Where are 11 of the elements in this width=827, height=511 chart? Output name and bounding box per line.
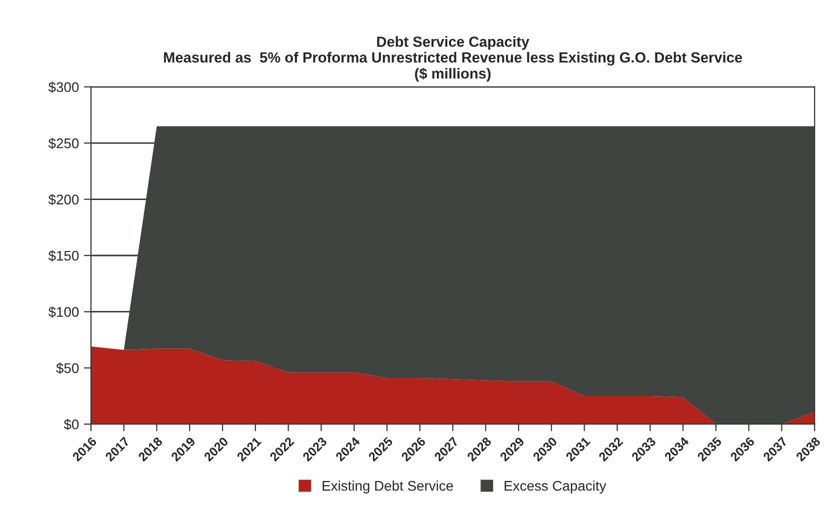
y-tick-label: $0 [64,418,79,430]
y-tick-label: $150 [48,250,79,262]
chart-title: Debt Service Capacity [377,36,530,50]
y-tick-label: $300 [48,82,79,93]
y-tick-label: $200 [48,194,79,206]
y-tick-label: $250 [48,138,79,150]
legend-label: Existing Debt Service [322,480,453,494]
chart-subtitle: Measured as 5% of Proforma Unrestricted Revenue less Existing G.O. Debt Service ($ millions) [164,52,742,82]
legend-label: Excess Capacity [504,480,606,494]
y-tick-label: $100 [48,306,79,318]
y-tick-label: $50 [56,362,79,374]
